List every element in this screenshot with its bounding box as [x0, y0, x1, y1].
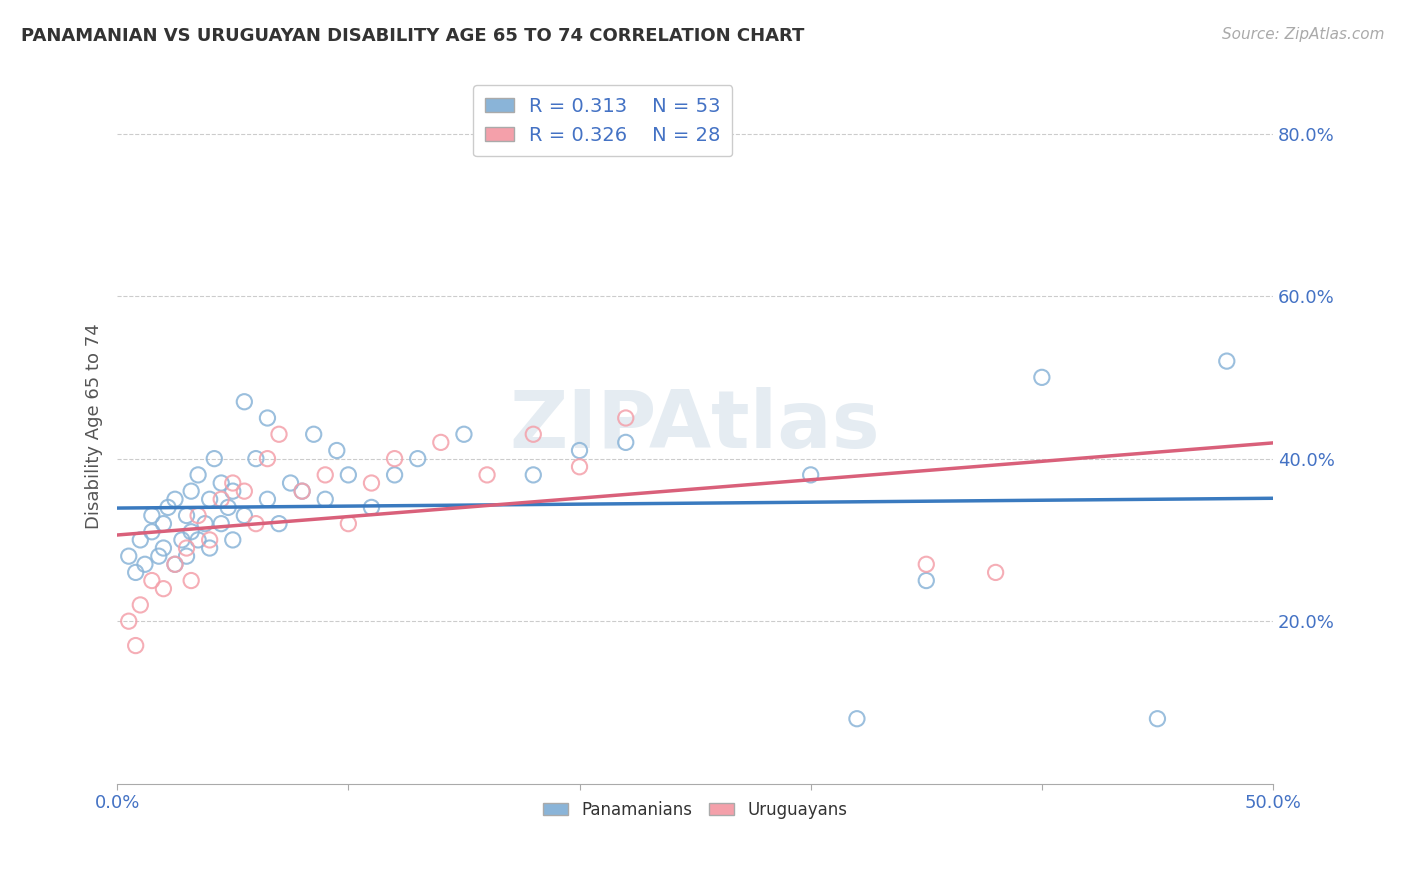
Point — [170, 533, 193, 547]
Point — [384, 467, 406, 482]
Point — [915, 574, 938, 588]
Point — [187, 467, 209, 482]
Point — [384, 451, 406, 466]
Point — [256, 411, 278, 425]
Point — [118, 614, 141, 628]
Point — [148, 549, 170, 564]
Point — [233, 484, 256, 499]
Point — [314, 467, 336, 482]
Point — [129, 533, 152, 547]
Point — [245, 451, 267, 466]
Point — [302, 427, 325, 442]
Point — [291, 484, 314, 499]
Point — [141, 574, 163, 588]
Point — [129, 598, 152, 612]
Point — [256, 451, 278, 466]
Point — [187, 508, 209, 523]
Point — [453, 427, 475, 442]
Point — [125, 566, 148, 580]
Point — [163, 492, 186, 507]
Point — [198, 492, 221, 507]
Point — [337, 516, 360, 531]
Point — [180, 484, 202, 499]
Point — [245, 516, 267, 531]
Point — [522, 427, 544, 442]
Point — [314, 492, 336, 507]
Point — [134, 558, 156, 572]
Point — [180, 574, 202, 588]
Legend: Panamanians, Uruguayans: Panamanians, Uruguayans — [536, 794, 853, 825]
Point — [209, 492, 232, 507]
Point — [522, 467, 544, 482]
Point — [217, 500, 239, 515]
Point — [337, 467, 360, 482]
Point — [180, 524, 202, 539]
Point — [222, 484, 245, 499]
Point — [152, 582, 174, 596]
Point — [267, 516, 290, 531]
Point — [568, 443, 591, 458]
Point — [222, 533, 245, 547]
Point — [984, 566, 1007, 580]
Point — [176, 549, 198, 564]
Point — [209, 476, 232, 491]
Point — [614, 411, 637, 425]
Point — [222, 476, 245, 491]
Point — [800, 467, 823, 482]
Point — [267, 427, 290, 442]
Point — [125, 639, 148, 653]
Point — [360, 476, 382, 491]
Point — [614, 435, 637, 450]
Point — [475, 467, 498, 482]
Point — [291, 484, 314, 499]
Point — [163, 558, 186, 572]
Point — [198, 541, 221, 555]
Point — [233, 508, 256, 523]
Point — [141, 508, 163, 523]
Point — [152, 541, 174, 555]
Point — [845, 712, 868, 726]
Y-axis label: Disability Age 65 to 74: Disability Age 65 to 74 — [86, 323, 103, 529]
Point — [176, 508, 198, 523]
Point — [280, 476, 302, 491]
Point — [118, 549, 141, 564]
Point — [915, 558, 938, 572]
Point — [360, 500, 382, 515]
Point — [176, 541, 198, 555]
Text: ZIPAtlas: ZIPAtlas — [510, 387, 880, 465]
Point — [1031, 370, 1053, 384]
Point — [256, 492, 278, 507]
Point — [209, 516, 232, 531]
Point — [430, 435, 453, 450]
Text: Source: ZipAtlas.com: Source: ZipAtlas.com — [1222, 27, 1385, 42]
Point — [568, 459, 591, 474]
Point — [163, 558, 186, 572]
Text: PANAMANIAN VS URUGUAYAN DISABILITY AGE 65 TO 74 CORRELATION CHART: PANAMANIAN VS URUGUAYAN DISABILITY AGE 6… — [21, 27, 804, 45]
Point — [1146, 712, 1168, 726]
Point — [187, 533, 209, 547]
Point — [152, 516, 174, 531]
Point — [233, 394, 256, 409]
Point — [406, 451, 429, 466]
Point — [194, 516, 217, 531]
Point — [1216, 354, 1239, 368]
Point — [198, 533, 221, 547]
Point — [326, 443, 349, 458]
Point — [141, 524, 163, 539]
Point — [157, 500, 180, 515]
Point — [202, 451, 225, 466]
